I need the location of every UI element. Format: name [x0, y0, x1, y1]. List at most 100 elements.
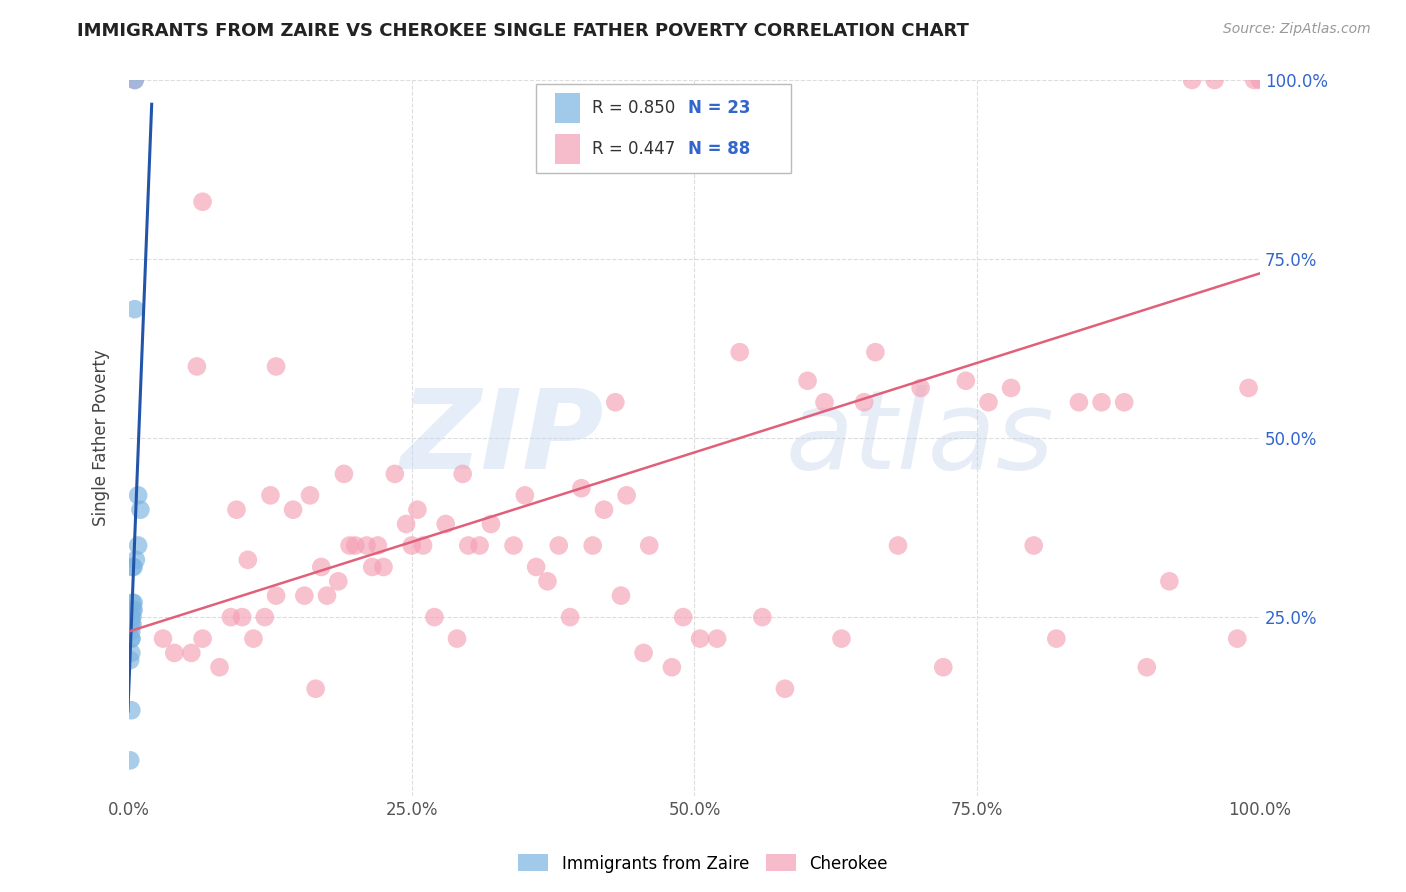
Point — [163, 646, 186, 660]
Point — [120, 653, 142, 667]
Point — [125, 553, 148, 567]
Point — [264, 589, 287, 603]
Point — [120, 624, 142, 639]
Point — [468, 539, 491, 553]
Point — [830, 632, 852, 646]
Point — [311, 560, 333, 574]
Point — [121, 610, 143, 624]
Point — [298, 488, 321, 502]
Point — [1159, 574, 1181, 589]
Point — [571, 481, 593, 495]
Text: R = 0.850: R = 0.850 — [592, 99, 675, 117]
Point — [121, 603, 143, 617]
Point — [316, 589, 339, 603]
Point — [367, 539, 389, 553]
Point — [264, 359, 287, 374]
Point — [373, 560, 395, 574]
Point — [122, 596, 145, 610]
Text: R = 0.447: R = 0.447 — [592, 140, 675, 158]
Point — [236, 553, 259, 567]
Point — [1243, 73, 1265, 87]
Point — [751, 610, 773, 624]
Point — [361, 560, 384, 574]
Point — [120, 610, 142, 624]
Point — [706, 632, 728, 646]
Point — [773, 681, 796, 696]
Point — [401, 539, 423, 553]
Point — [186, 359, 208, 374]
Point — [1226, 632, 1249, 646]
Point — [124, 302, 146, 317]
Point — [219, 610, 242, 624]
Point — [547, 539, 569, 553]
Point — [121, 560, 143, 574]
Point — [231, 610, 253, 624]
Point — [356, 539, 378, 553]
Point — [208, 660, 231, 674]
Point — [593, 502, 616, 516]
Point — [292, 589, 315, 603]
Point — [122, 560, 145, 574]
Point — [1045, 632, 1067, 646]
Point — [281, 502, 304, 516]
Text: N = 23: N = 23 — [688, 99, 751, 117]
Point — [344, 539, 367, 553]
Point — [434, 516, 457, 531]
Point — [1249, 73, 1271, 87]
Point — [121, 617, 143, 632]
Point — [152, 632, 174, 646]
Point — [423, 610, 446, 624]
Point — [1181, 73, 1204, 87]
Point — [120, 646, 142, 660]
Point — [558, 610, 581, 624]
Point — [689, 632, 711, 646]
Legend: Immigrants from Zaire, Cherokee: Immigrants from Zaire, Cherokee — [512, 847, 894, 880]
Point — [910, 381, 932, 395]
Point — [120, 617, 142, 632]
Point — [633, 646, 655, 660]
FancyBboxPatch shape — [536, 84, 790, 173]
Point — [605, 395, 627, 409]
Point — [395, 516, 418, 531]
Point — [384, 467, 406, 481]
Point — [191, 632, 214, 646]
Point — [328, 574, 350, 589]
Point — [333, 467, 356, 481]
Point — [813, 395, 835, 409]
Point — [127, 488, 149, 502]
Point — [536, 574, 558, 589]
Text: N = 88: N = 88 — [688, 140, 749, 158]
Point — [728, 345, 751, 359]
Point — [582, 539, 605, 553]
Point — [120, 703, 142, 717]
Point — [1204, 73, 1226, 87]
Point — [412, 539, 434, 553]
Point — [406, 502, 429, 516]
Point — [120, 632, 142, 646]
Point — [1136, 660, 1159, 674]
Point — [513, 488, 536, 502]
Point — [180, 646, 202, 660]
Point — [661, 660, 683, 674]
Point — [977, 395, 1000, 409]
Point — [124, 73, 146, 87]
Point — [610, 589, 633, 603]
Point — [1114, 395, 1136, 409]
Point — [1090, 395, 1112, 409]
Point — [120, 753, 142, 767]
Point — [638, 539, 661, 553]
Point — [339, 539, 361, 553]
Text: atlas: atlas — [785, 384, 1053, 491]
Point — [1000, 381, 1022, 395]
Point — [121, 596, 143, 610]
Point — [796, 374, 818, 388]
Bar — [555, 93, 581, 123]
Point — [524, 560, 547, 574]
Point — [253, 610, 276, 624]
Point — [457, 539, 479, 553]
Point — [124, 73, 146, 87]
Point — [225, 502, 247, 516]
Bar — [555, 134, 581, 164]
Y-axis label: Single Father Poverty: Single Father Poverty — [93, 350, 110, 526]
Point — [865, 345, 887, 359]
